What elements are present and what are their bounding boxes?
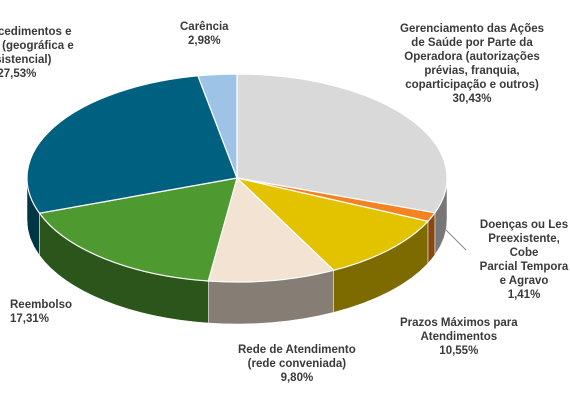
slice [207, 176, 335, 283]
category-label: Gerenciamento das Ações de Saúde por Par… [400, 23, 545, 91]
slice-label: Reembolso 17,31% [10, 298, 72, 326]
value-label: 10,55% [439, 345, 479, 357]
value-label: 17,31% [10, 313, 50, 325]
category-label: Carência [180, 21, 229, 33]
slice-label: Rede de Atendimento (rede conveniada) 9,8… [238, 343, 356, 385]
slice [197, 73, 238, 179]
slice-label: Gerenciamento das Ações de Saúde por Par… [400, 22, 544, 106]
value-label: 30,43% [452, 93, 492, 105]
slice-label: de Procedimentos e erturas (geográfica e… [0, 25, 74, 81]
value-label: 2,98% [187, 35, 221, 47]
slice [235, 176, 430, 271]
category-label: Prazos Máximos para Atendimentos [400, 317, 518, 343]
value-label: 1,41% [507, 289, 541, 301]
slice-label: Carência 2,98% [180, 20, 229, 48]
category-label: Rede de Atendimento (rede conveniada) [238, 344, 356, 370]
category-label: de Procedimentos e erturas (geográfica e… [0, 26, 74, 66]
slice-label: Doenças ou Les Preexistente, Cobe Parcia… [478, 218, 570, 302]
slice [38, 177, 238, 282]
value-label: 27,53% [0, 68, 37, 80]
slice-label: Prazos Máximos para Atendimentos 10,55% [400, 316, 518, 358]
slice [26, 75, 238, 214]
value-label: 9,80% [280, 372, 314, 384]
category-label: Doenças ou Les Preexistente, Cobe Parcia… [479, 219, 569, 287]
slice [236, 73, 448, 214]
category-label: Reembolso [10, 299, 72, 311]
